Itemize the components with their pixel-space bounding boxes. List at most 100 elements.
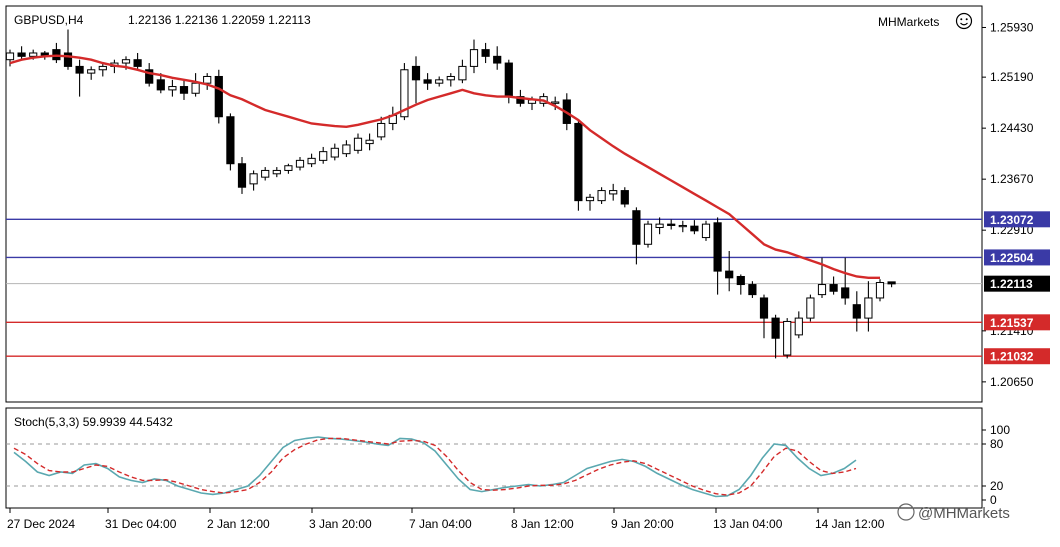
stoch-gridlines bbox=[6, 443, 982, 487]
candle-body-bear bbox=[17, 52, 26, 57]
watermark-text: @MHMarkets bbox=[918, 505, 1010, 522]
candle-body-bear bbox=[725, 270, 734, 279]
candle-body-bull bbox=[817, 284, 827, 296]
candle-body-bull bbox=[377, 122, 386, 138]
level-tag-resistance bbox=[984, 249, 1050, 266]
candle-body-bear bbox=[574, 122, 583, 202]
candle-body-bull bbox=[5, 52, 15, 61]
candle-body-bear bbox=[226, 116, 235, 165]
candle-body-bear bbox=[156, 79, 165, 91]
time-tick-label: 9 Jan 20:00 bbox=[611, 517, 674, 531]
candle-body-bear bbox=[237, 163, 247, 188]
candle-body-bear bbox=[411, 65, 421, 81]
stoch-panel bbox=[5, 407, 983, 509]
candle-body-bear bbox=[423, 79, 432, 84]
candle-body-bull bbox=[435, 79, 444, 84]
stoch-main-line bbox=[13, 436, 857, 498]
candle-body-bull bbox=[284, 165, 293, 171]
price-axis: 1.259301.251901.244301.236701.229101.214… bbox=[982, 20, 1034, 389]
candle-body-bear bbox=[736, 275, 745, 286]
time-tick-label: 8 Jan 12:00 bbox=[511, 517, 574, 531]
level-tag-label: 1.22113 bbox=[990, 277, 1033, 291]
ohlc-readout: 1.22136 1.22136 1.22059 1.22113 bbox=[128, 13, 311, 27]
price-tick-label: 1.20650 bbox=[990, 375, 1034, 389]
time-tick-label: 3 Jan 20:00 bbox=[309, 517, 372, 531]
level-tag-label: 1.22504 bbox=[990, 251, 1034, 265]
candle-body-bull bbox=[249, 173, 258, 185]
candle-body-bear bbox=[63, 52, 73, 67]
level-labels: 1.23072 1.22504 1.22113 1.21537 1.21032 bbox=[984, 211, 1050, 365]
candle-body-bear bbox=[632, 210, 641, 245]
candle-body-bear bbox=[771, 317, 780, 339]
candle-body-bear bbox=[504, 62, 513, 98]
candle-body-bull bbox=[203, 75, 212, 84]
time-tick-label: 14 Jan 12:00 bbox=[815, 517, 885, 531]
candle-body-bear bbox=[759, 297, 769, 319]
brand-label: MHMarkets bbox=[878, 15, 939, 29]
stoch-title: Stoch(5,3,3) 59.9939 44.5432 bbox=[14, 415, 173, 429]
stoch-signal-line bbox=[13, 437, 857, 496]
candle-body-bull bbox=[168, 86, 177, 91]
candle-body-bear bbox=[493, 55, 502, 64]
candle-body-bull bbox=[29, 52, 38, 57]
candle-body-bull bbox=[864, 297, 873, 319]
horizontal-levels bbox=[6, 218, 982, 357]
stoch-tick-label: 0 bbox=[990, 493, 997, 507]
candle-body-bear bbox=[40, 52, 49, 56]
price-panel bbox=[5, 5, 983, 403]
watermark: @MHMarkets bbox=[897, 503, 1010, 522]
candle-body-bear bbox=[713, 222, 722, 272]
price-tick-label: 1.24430 bbox=[990, 121, 1034, 135]
stoch-tick-label: 20 bbox=[990, 479, 1004, 493]
candle-body-bull bbox=[87, 69, 96, 74]
time-tick-label: 2 Jan 12:00 bbox=[207, 517, 270, 531]
candle-body-bear bbox=[214, 75, 223, 118]
candle-body-bull bbox=[469, 49, 479, 67]
level-tag-label: 1.21537 bbox=[990, 316, 1034, 330]
candle-body-bull bbox=[307, 157, 316, 165]
price-tick-label: 1.23670 bbox=[990, 172, 1034, 186]
candle-body-bull bbox=[655, 223, 664, 228]
moving-average-line bbox=[9, 54, 880, 279]
smiley-icon bbox=[955, 12, 973, 30]
candle-body-bull bbox=[319, 151, 328, 161]
candle-body-bull bbox=[400, 69, 409, 118]
level-tag-current bbox=[984, 275, 1050, 292]
candle-body-bull bbox=[585, 196, 595, 202]
time-tick-label: 13 Jan 04:00 bbox=[713, 517, 783, 531]
candle-body-bull bbox=[783, 320, 792, 356]
candle-body-bull bbox=[609, 190, 618, 195]
candle-body-bear bbox=[852, 304, 861, 319]
candle-body-bear bbox=[145, 69, 154, 84]
candle-body-bear bbox=[690, 225, 699, 232]
candle-body-bear bbox=[841, 287, 850, 299]
candle-body-bull bbox=[794, 317, 803, 336]
candle-body-bear bbox=[516, 96, 525, 104]
level-tag-label: 1.23072 bbox=[990, 213, 1034, 227]
candle-body-bull bbox=[295, 159, 305, 168]
candle-body-bull bbox=[330, 147, 339, 158]
candle-body-bull bbox=[261, 169, 270, 178]
candle-body-bull bbox=[458, 65, 467, 81]
level-tag-support bbox=[984, 348, 1050, 365]
candle-body-bear bbox=[887, 281, 896, 285]
chat-bubble-icon bbox=[897, 503, 915, 521]
time-axis: 27 Dec 2024 31 Dec 04:00 2 Jan 12:00 3 Jan … bbox=[7, 508, 885, 531]
candle-body-bull bbox=[806, 297, 815, 319]
candle-body-bull bbox=[342, 144, 351, 155]
stoch-tick-label: 100 bbox=[990, 423, 1010, 437]
candle-body-bear bbox=[481, 49, 490, 57]
level-tag-resistance bbox=[984, 211, 1050, 228]
candle-body-bull bbox=[551, 101, 560, 104]
stoch-tick-label: 80 bbox=[990, 437, 1004, 451]
candle-body-bull bbox=[678, 224, 687, 228]
time-tick-label: 7 Jan 04:00 bbox=[409, 517, 472, 531]
candle-body-bull bbox=[643, 223, 653, 245]
level-tag-support bbox=[984, 314, 1050, 331]
candle-body-bull bbox=[365, 139, 374, 145]
symbol-label: GBPUSD,H4 bbox=[14, 13, 84, 27]
time-tick-label: 31 Dec 04:00 bbox=[105, 517, 177, 531]
candle-body-bear bbox=[75, 65, 84, 74]
